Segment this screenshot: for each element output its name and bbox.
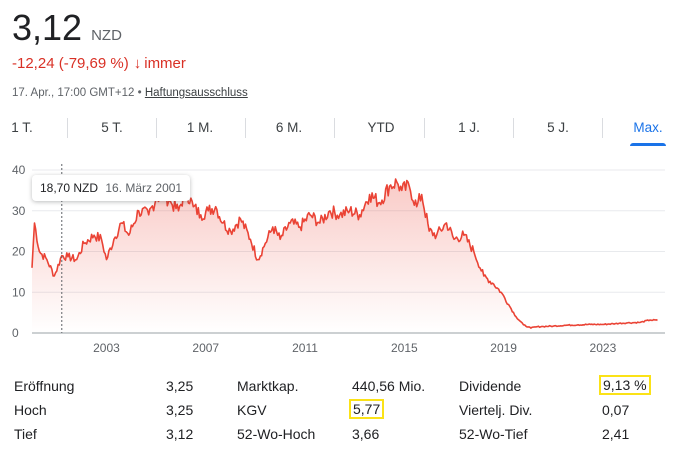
stat-label-quarterly-div: Viertelj. Div. bbox=[459, 402, 533, 418]
x-tick-label: 2023 bbox=[590, 341, 617, 355]
tab-divider bbox=[67, 118, 68, 138]
arrow-down-icon: ↓ bbox=[133, 55, 142, 72]
stat-label-pe: KGV bbox=[237, 402, 267, 418]
price-area-fill bbox=[32, 179, 658, 333]
stat-value-52w-high: 3,66 bbox=[352, 426, 380, 442]
tab-divider bbox=[513, 118, 514, 138]
change-value: -12,24 (-79,69 %) bbox=[12, 55, 129, 72]
range-tabs: 1 T. 5 T. 1 M. 6 M. YTD 1 J. 5 J. Max. bbox=[0, 114, 673, 146]
stat-value-52w-low: 2,41 bbox=[602, 426, 630, 442]
y-tick-label: 20 bbox=[12, 245, 26, 259]
stat-value-open: 3,25 bbox=[166, 378, 194, 394]
y-tick-label: 30 bbox=[12, 204, 26, 218]
stat-value-high: 3,25 bbox=[166, 402, 194, 418]
stat-label-low: Tief bbox=[14, 426, 37, 442]
stat-label-high: Hoch bbox=[14, 402, 47, 418]
tab-divider bbox=[334, 118, 335, 138]
tab-divider bbox=[156, 118, 157, 138]
disclaimer-link[interactable]: Haftungsausschluss bbox=[144, 87, 248, 99]
tab-divider bbox=[424, 118, 425, 138]
price-header: 3,12 NZD bbox=[12, 6, 122, 50]
tab-5y[interactable]: 5 J. bbox=[547, 120, 569, 135]
x-tick-label: 2011 bbox=[292, 341, 318, 355]
x-tick-label: 2003 bbox=[93, 341, 120, 355]
tab-divider bbox=[245, 118, 246, 138]
stat-label-market-cap: Marktkap. bbox=[237, 378, 299, 394]
stat-value-pe: 5,77 bbox=[349, 399, 385, 419]
x-tick-label: 2015 bbox=[391, 341, 418, 355]
quote-meta: 17. Apr., 17:00 GMT+12 • Haftungsausschl… bbox=[12, 87, 248, 99]
y-tick-label: 10 bbox=[12, 285, 26, 299]
price-chart[interactable]: 0 10 20 30 40 2003 2007 2011 2015 2019 2023 bbox=[0, 160, 673, 360]
price-change: -12,24 (-79,69 %) ↓ immer bbox=[12, 55, 186, 72]
x-tick-label: 2007 bbox=[192, 341, 219, 355]
tab-max[interactable]: Max. bbox=[630, 114, 666, 146]
tab-1y[interactable]: 1 J. bbox=[458, 120, 480, 135]
tab-5d[interactable]: 5 T. bbox=[101, 120, 123, 135]
tab-6m[interactable]: 6 M. bbox=[275, 120, 303, 135]
tab-1d[interactable]: 1 T. bbox=[11, 120, 33, 135]
stat-label-52w-high: 52-Wo-Hoch bbox=[237, 426, 316, 442]
quote-timestamp: 17. Apr., 17:00 GMT+12 • bbox=[12, 87, 142, 99]
tooltip-value: 18,70 NZD bbox=[40, 181, 99, 195]
stat-label-52w-low: 52-Wo-Tief bbox=[459, 426, 528, 442]
tooltip-date: 16. März 2001 bbox=[105, 181, 183, 195]
change-period: immer bbox=[144, 55, 186, 72]
current-price: 3,12 bbox=[12, 7, 83, 48]
stat-value-quarterly-div: 0,07 bbox=[602, 402, 630, 418]
x-tick-label: 2019 bbox=[490, 341, 517, 355]
tab-divider bbox=[602, 118, 603, 138]
y-tick-label: 0 bbox=[12, 326, 19, 340]
stat-value-dividend: 9,13 % bbox=[599, 375, 651, 395]
stat-label-dividend: Dividende bbox=[459, 378, 522, 394]
currency-label: NZD bbox=[91, 27, 122, 44]
tab-ytd[interactable]: YTD bbox=[367, 120, 395, 135]
chart-tooltip: 18,70 NZD 16. März 2001 bbox=[32, 175, 191, 201]
price-line bbox=[31, 178, 658, 329]
stat-value-low: 3,12 bbox=[166, 426, 194, 442]
stat-value-market-cap: 440,56 Mio. bbox=[352, 378, 426, 394]
y-tick-label: 40 bbox=[12, 163, 26, 177]
stat-label-open: Eröffnung bbox=[14, 378, 75, 394]
tab-1m[interactable]: 1 M. bbox=[186, 120, 214, 135]
